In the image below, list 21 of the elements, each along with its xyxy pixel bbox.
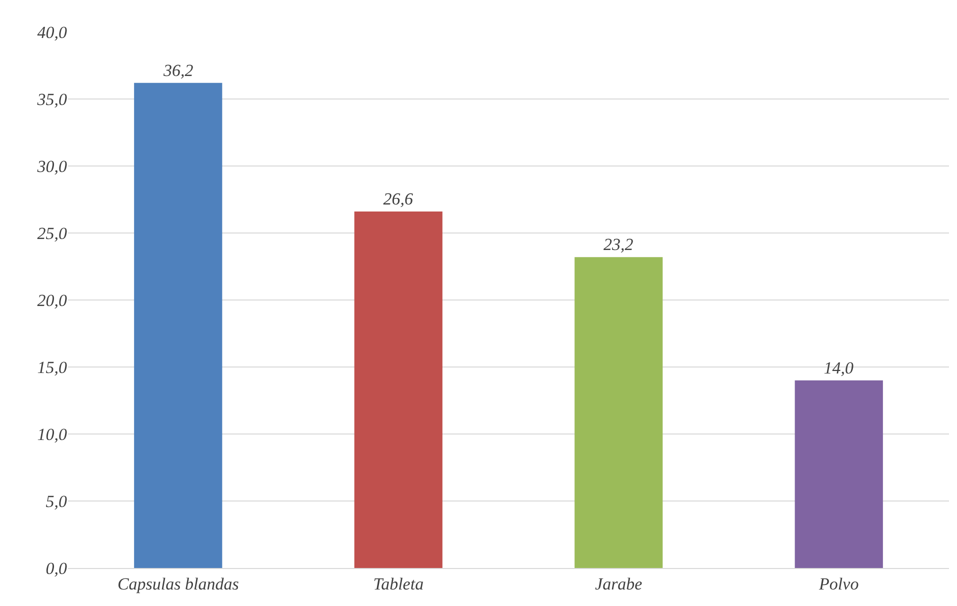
y-tick-label: 15,0 — [37, 358, 68, 377]
y-tick-label: 25,0 — [37, 224, 68, 243]
y-tick-label: 35,0 — [36, 90, 68, 109]
bar — [354, 212, 442, 568]
x-tick-label: Capsulas blandas — [117, 574, 240, 594]
x-tick-label: Tableta — [373, 574, 424, 594]
bar — [574, 257, 663, 568]
y-tick-label: 30,0 — [36, 156, 68, 176]
data-label: 26,6 — [383, 190, 414, 209]
data-label: 23,2 — [604, 235, 634, 254]
bar — [134, 82, 222, 568]
x-tick-label: Jarabe — [595, 574, 643, 594]
y-tick-label: 20,0 — [37, 290, 68, 310]
data-label: 36,2 — [162, 60, 194, 80]
bar — [794, 380, 883, 568]
x-tick-label: Polvo — [818, 574, 859, 594]
y-tick-label: 5,0 — [46, 492, 68, 511]
y-tick-label: 10,0 — [37, 424, 68, 444]
data-label: 14,0 — [824, 358, 854, 378]
y-tick-label: 0,0 — [46, 558, 68, 578]
y-tick-label: 40,0 — [37, 22, 68, 42]
